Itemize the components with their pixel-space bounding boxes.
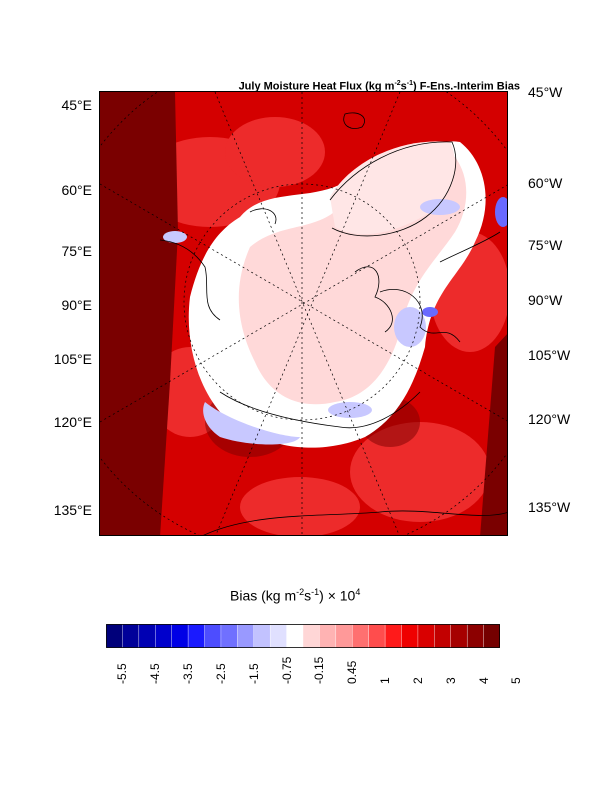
colorbar-swatch: [368, 624, 386, 648]
coastlines: [159, 112, 507, 535]
colorbar-swatch: [319, 624, 337, 648]
colorbar-swatch: [171, 624, 189, 648]
polar-projection-map: [100, 92, 507, 535]
colorbar-tick-label: 0.45: [345, 660, 360, 684]
lon-label-right: 90°W: [528, 292, 563, 308]
colorbar-swatch: [466, 624, 485, 648]
graticule: [100, 92, 507, 535]
colorbar-tick-label: 4: [476, 677, 491, 684]
colorbar-swatch: [401, 624, 419, 648]
colorbar-tick-label: 1: [378, 677, 393, 684]
colorbar-swatch: [434, 624, 452, 648]
colorbar-swatch: [138, 624, 156, 648]
lon-label-left: 120°E: [53, 414, 92, 430]
colorbar-tick-label: -1.5: [246, 663, 261, 684]
lon-label-left: 105°E: [53, 351, 92, 367]
colorbar-tick-label: 5: [509, 677, 524, 684]
colorbar-swatch: [106, 624, 123, 648]
colorbar-swatch: [269, 624, 288, 648]
colorbar-tick-label: -2.5: [213, 663, 228, 684]
lon-label-left: 90°E: [61, 297, 92, 313]
lon-label-left: 135°E: [53, 502, 92, 518]
colorbar-tick-label: -5.5: [115, 663, 130, 684]
lon-label-right: 45°W: [528, 84, 563, 100]
colorbar-swatch: [335, 624, 353, 648]
lon-label-left: 45°E: [61, 97, 92, 113]
colorbar-swatch: [417, 624, 435, 648]
lon-label-left: 60°E: [61, 182, 92, 198]
colorbar-title: Bias (kg m-2s-1) × 104: [230, 587, 361, 604]
map-title: July Moisture Heat Flux (kg m-2s-1) F-En…: [238, 80, 520, 93]
strong-negative-bias-areas: [422, 197, 507, 317]
colorbar-swatch: [352, 624, 370, 648]
lon-label-right: 75°W: [528, 237, 563, 253]
lon-label-left: 75°E: [61, 243, 92, 259]
colorbar: [106, 624, 500, 648]
colorbar-swatch: [286, 624, 304, 648]
colorbar-swatch: [384, 624, 402, 648]
colorbar-swatch: [237, 624, 255, 648]
colorbar-swatch: [122, 624, 140, 648]
colorbar-swatch: [187, 624, 206, 648]
colorbar-swatch: [302, 624, 320, 648]
map-panel: [99, 91, 508, 536]
colorbar-swatch: [155, 624, 173, 648]
colorbar-outline: [106, 624, 500, 648]
lon-label-right: 135°W: [528, 499, 571, 515]
colorbar-tick-label: 3: [443, 677, 458, 684]
colorbar-swatch: [450, 624, 468, 648]
colorbar-swatch: [253, 624, 271, 648]
colorbar-tick-label: -4.5: [148, 663, 163, 684]
colorbar-tick-label: -3.5: [181, 663, 196, 684]
colorbar-tick-label: -0.15: [312, 656, 327, 684]
colorbar-tick-label: -0.75: [279, 656, 294, 684]
colorbar-swatch: [220, 624, 238, 648]
colorbar-swatch: [483, 624, 500, 648]
lon-label-right: 105°W: [528, 347, 571, 363]
colorbar-tick-label: 2: [410, 677, 425, 684]
lon-label-right: 120°W: [528, 411, 571, 427]
lon-label-right: 60°W: [528, 175, 563, 191]
colorbar-swatch: [204, 624, 222, 648]
